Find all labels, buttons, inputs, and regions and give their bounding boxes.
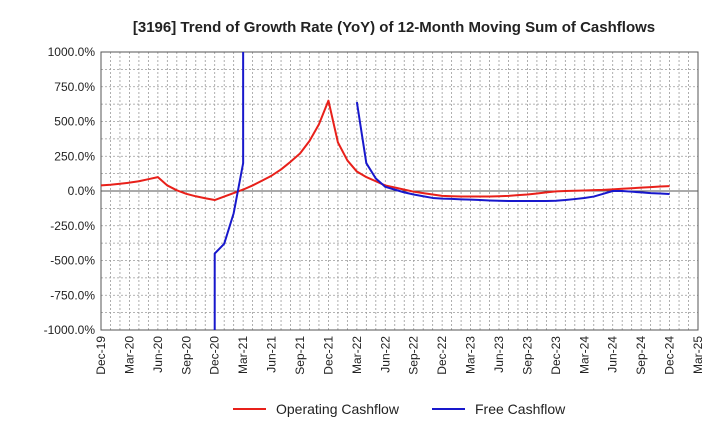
series-line-free-cashflow bbox=[355, 101, 670, 203]
x-tick-label: Mar-23 bbox=[464, 336, 478, 374]
x-tick-label: Mar-21 bbox=[236, 336, 250, 374]
x-tick-label: Mar-22 bbox=[350, 336, 364, 374]
legend-label: Free Cashflow bbox=[475, 401, 566, 417]
x-tick-label: Dec-19 bbox=[94, 336, 108, 375]
plot-frame bbox=[100, 51, 699, 331]
chart-title: [3196] Trend of Growth Rate (YoY) of 12-… bbox=[133, 19, 655, 36]
y-tick-label: 750.0% bbox=[54, 80, 95, 94]
y-tick-label: 500.0% bbox=[54, 115, 95, 129]
x-tick-label: Sep-21 bbox=[293, 336, 307, 375]
y-tick-label: 0.0% bbox=[68, 184, 96, 198]
x-tick-label: Mar-25 bbox=[691, 336, 705, 374]
x-tick-label: Mar-20 bbox=[122, 336, 136, 374]
x-tick-label: Sep-24 bbox=[634, 336, 648, 375]
x-tick-label: Sep-20 bbox=[179, 336, 193, 375]
x-tick-label: Sep-23 bbox=[520, 336, 534, 375]
x-tick-label: Dec-24 bbox=[663, 336, 677, 375]
x-tick-label: Jun-21 bbox=[265, 336, 279, 373]
grid-layer bbox=[101, 52, 698, 330]
axis-layer: 1000.0% 750.0% 500.0% 250.0% 0.0% -250.0% -500… bbox=[44, 45, 705, 375]
legend: Operating Cashflow Free Cashflow bbox=[233, 401, 566, 417]
y-tick-label: -250.0% bbox=[50, 219, 95, 233]
x-tick-label: Dec-20 bbox=[208, 336, 222, 375]
x-tick-label: Mar-24 bbox=[577, 336, 591, 374]
y-tick-label: 250.0% bbox=[54, 149, 95, 163]
x-tick-label: Jun-24 bbox=[606, 336, 620, 373]
x-tick-label: Dec-23 bbox=[549, 336, 563, 375]
x-tick-label: Sep-22 bbox=[407, 336, 421, 375]
series-layer bbox=[101, 52, 670, 330]
legend-label: Operating Cashflow bbox=[276, 401, 400, 417]
y-tick-label: -500.0% bbox=[50, 254, 95, 268]
y-tick-label: -1000.0% bbox=[44, 323, 96, 337]
x-tick-label: Jun-22 bbox=[378, 336, 392, 373]
series-line-operating-cashflow bbox=[101, 99, 670, 202]
series-line-free-cashflow bbox=[213, 138, 245, 330]
x-tick-label: Jun-23 bbox=[492, 336, 506, 373]
y-tick-label: -750.0% bbox=[50, 288, 95, 302]
x-tick-label: Dec-21 bbox=[321, 336, 335, 375]
y-tick-label: 1000.0% bbox=[48, 45, 96, 59]
x-tick-label: Dec-22 bbox=[435, 336, 449, 375]
x-tick-label: Jun-20 bbox=[151, 336, 165, 373]
